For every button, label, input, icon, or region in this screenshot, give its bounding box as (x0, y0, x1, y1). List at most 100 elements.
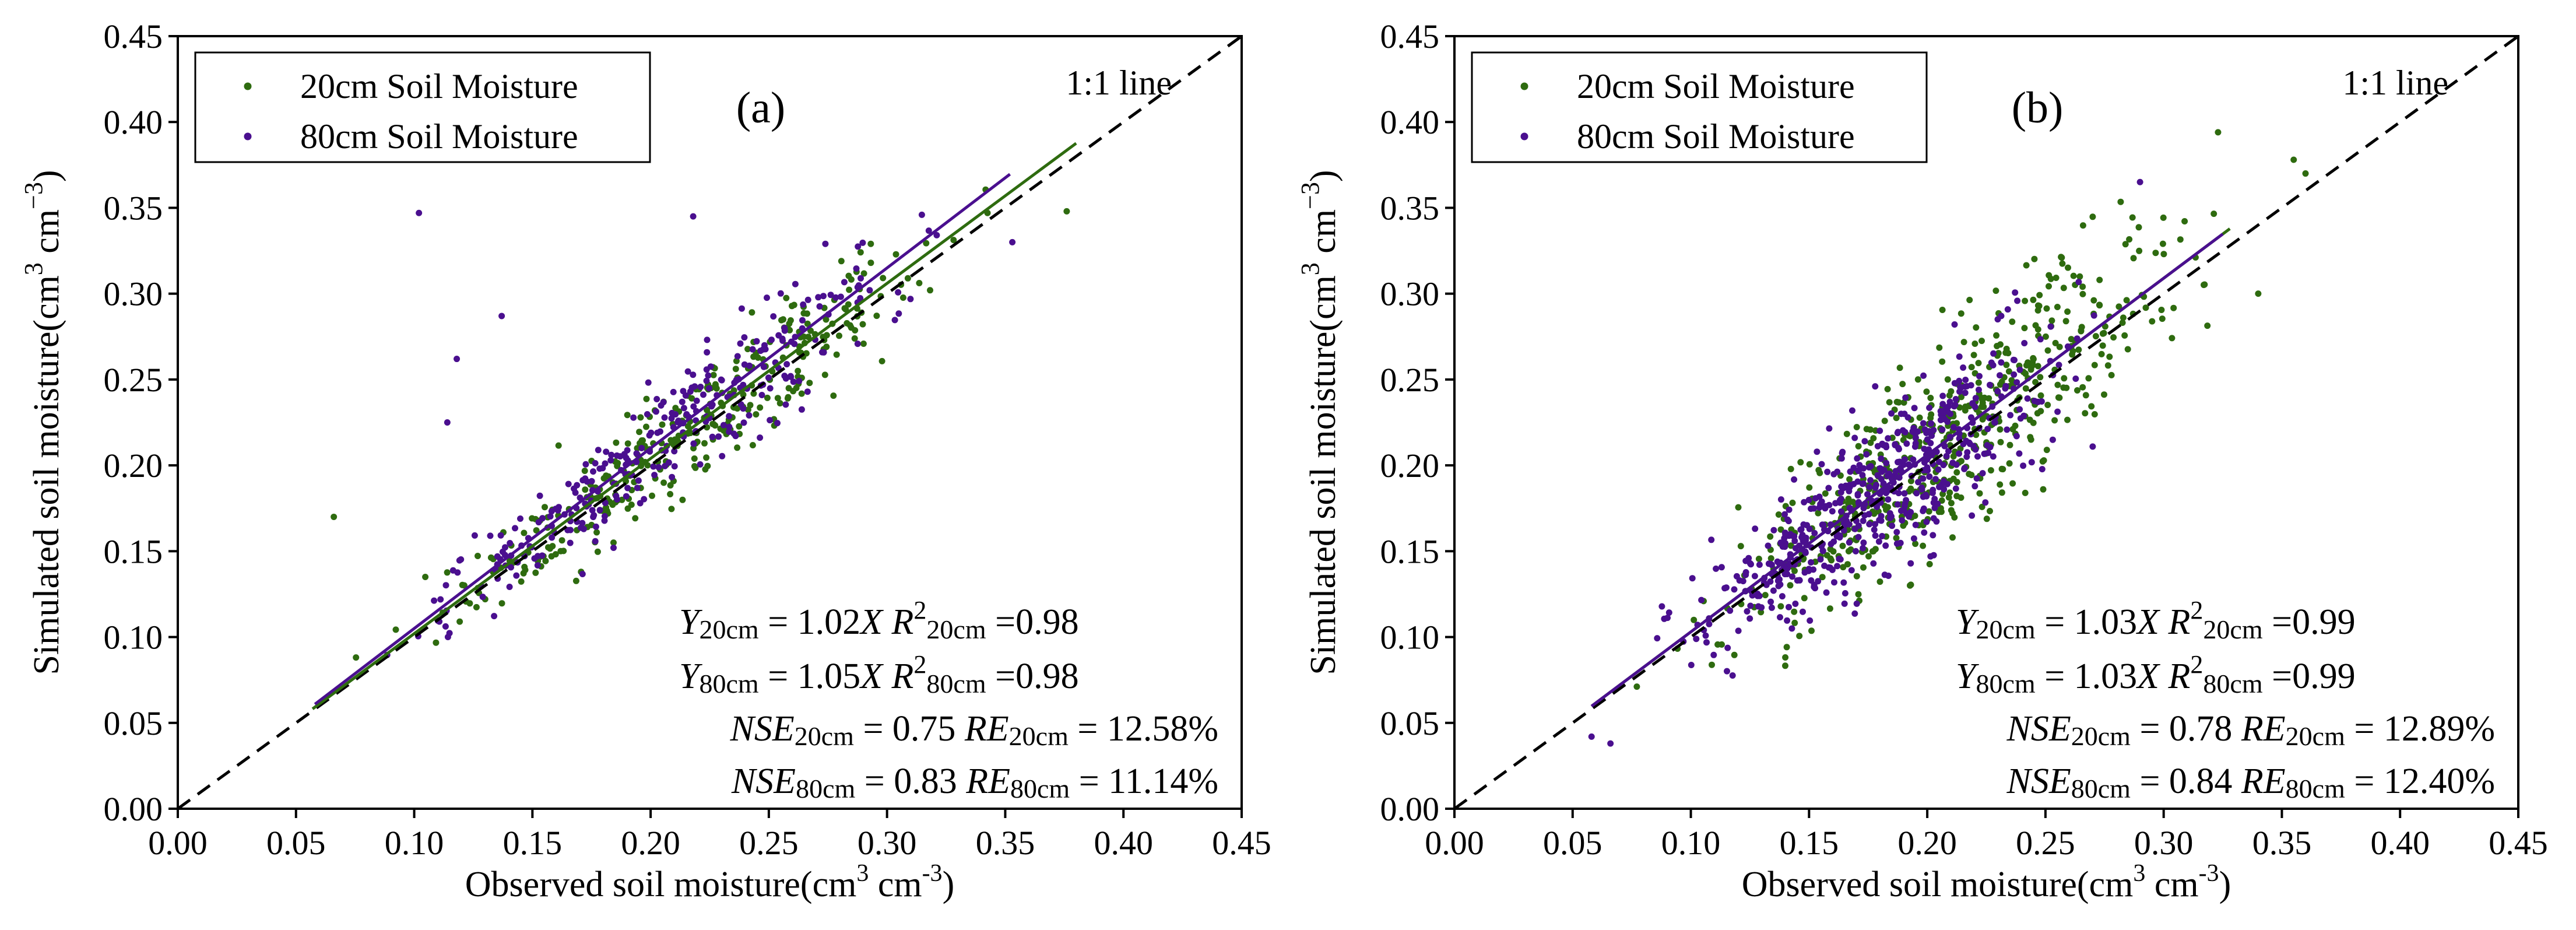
data-point-80cm (1746, 615, 1753, 622)
data-point-20cm (2034, 326, 2041, 333)
data-point-20cm (1796, 633, 1803, 640)
data-point-80cm (1739, 578, 1746, 585)
data-point-20cm (1895, 399, 1902, 406)
data-point-80cm (757, 434, 764, 441)
data-point-80cm (1860, 465, 1867, 472)
data-point-80cm (437, 596, 444, 603)
data-point-80cm (1588, 733, 1595, 740)
data-point-20cm (2063, 384, 2070, 391)
data-point-20cm (2052, 339, 2059, 346)
data-point-20cm (1920, 542, 1927, 549)
data-point-20cm (518, 578, 525, 585)
data-point-80cm (781, 327, 788, 334)
data-point-20cm (2062, 318, 2069, 325)
data-point-80cm (804, 388, 811, 395)
data-point-80cm (1923, 518, 1930, 525)
data-point-20cm (2255, 290, 2262, 297)
data-point-20cm (1633, 683, 1640, 690)
data-point-80cm (1731, 586, 1738, 593)
data-point-80cm (1984, 442, 1991, 449)
y-tick-label: 0.25 (104, 361, 163, 399)
data-point-20cm (2302, 170, 2309, 177)
data-point-20cm (1886, 399, 1893, 406)
data-point-20cm (845, 272, 852, 279)
data-point-80cm (1779, 593, 1786, 600)
data-point-80cm (1846, 487, 1853, 494)
data-point-80cm (517, 515, 523, 522)
data-point-20cm (1998, 489, 2005, 496)
data-point-20cm (2030, 296, 2037, 303)
metrics-80cm: NSE80cm = 0.84 RE80cm = 12.40% (2006, 761, 2495, 803)
data-point-80cm (1846, 539, 1853, 546)
data-point-20cm (774, 395, 781, 402)
data-point-20cm (793, 384, 800, 391)
data-point-80cm (837, 293, 844, 300)
data-point-20cm (786, 327, 793, 334)
data-point-80cm (479, 594, 486, 601)
data-point-20cm (2064, 308, 2071, 315)
data-point-80cm (1866, 483, 1873, 490)
equation-20cm: Y20cm = 1.03X R220cm =0.99 (1956, 596, 2356, 644)
data-point-80cm (584, 478, 591, 485)
y-axis-label: Simulated soil moisture(cm3 cm−3) (19, 170, 66, 675)
data-point-80cm (1987, 381, 1993, 388)
data-point-80cm (1920, 507, 1927, 514)
data-point-20cm (1949, 534, 1956, 541)
data-point-80cm (767, 417, 774, 424)
data-point-80cm (638, 445, 645, 451)
data-point-20cm (859, 321, 866, 328)
data-point-80cm (1893, 529, 1900, 536)
data-point-80cm (1962, 377, 1969, 383)
data-point-80cm (1777, 614, 1783, 621)
data-point-20cm (1839, 542, 1846, 549)
data-point-80cm (1988, 359, 1995, 366)
data-point-20cm (1997, 426, 2004, 433)
data-point-20cm (547, 545, 553, 552)
data-point-80cm (487, 532, 494, 539)
data-point-80cm (1872, 521, 1879, 528)
data-point-20cm (778, 317, 785, 324)
data-point-80cm (454, 356, 461, 363)
data-point-20cm (475, 553, 481, 559)
data-point-20cm (1975, 379, 1982, 386)
data-point-20cm (2106, 353, 2113, 360)
data-point-20cm (1787, 542, 1794, 549)
data-point-80cm (1899, 427, 1906, 434)
data-point-20cm (2044, 347, 2051, 354)
data-point-20cm (2065, 264, 2071, 271)
data-point-80cm (1970, 443, 1977, 450)
data-point-20cm (2090, 297, 2097, 304)
data-point-80cm (650, 463, 657, 470)
data-point-80cm (1894, 430, 1901, 437)
data-point-80cm (1812, 495, 1819, 502)
data-point-80cm (1952, 485, 1959, 492)
data-point-80cm (1982, 499, 1989, 506)
data-point-20cm (2100, 329, 2107, 336)
data-point-80cm (1744, 608, 1751, 615)
x-axis-label: Observed soil moisture(cm3 cm-3) (1742, 860, 2231, 904)
data-point-80cm (774, 420, 781, 427)
data-point-20cm (1691, 616, 1698, 623)
data-point-80cm (690, 440, 697, 447)
data-point-80cm (651, 472, 658, 479)
data-point-80cm (1994, 388, 2001, 395)
data-point-20cm (744, 406, 751, 413)
data-point-80cm (621, 451, 628, 458)
data-point-80cm (1927, 440, 1934, 447)
chart-panel-a: 0.00 0.05 0.10 0.15 0.20 0.25 0.30 0.35 0.40 0.45… (19, 17, 1271, 904)
x-tick-label: 0.20 (621, 824, 680, 862)
data-point-80cm (1781, 543, 1788, 550)
data-point-80cm (1969, 400, 1976, 407)
data-point-80cm (1811, 584, 1818, 591)
data-point-80cm (595, 447, 602, 454)
data-point-80cm (1926, 473, 1933, 480)
data-point-20cm (867, 259, 874, 266)
data-point-80cm (792, 280, 799, 287)
data-point-80cm (1904, 414, 1911, 421)
data-point-80cm (1823, 589, 1830, 596)
data-point-80cm (858, 275, 864, 282)
data-point-80cm (1902, 394, 1909, 401)
data-point-80cm (1817, 556, 1824, 563)
data-point-20cm (1987, 508, 1993, 514)
